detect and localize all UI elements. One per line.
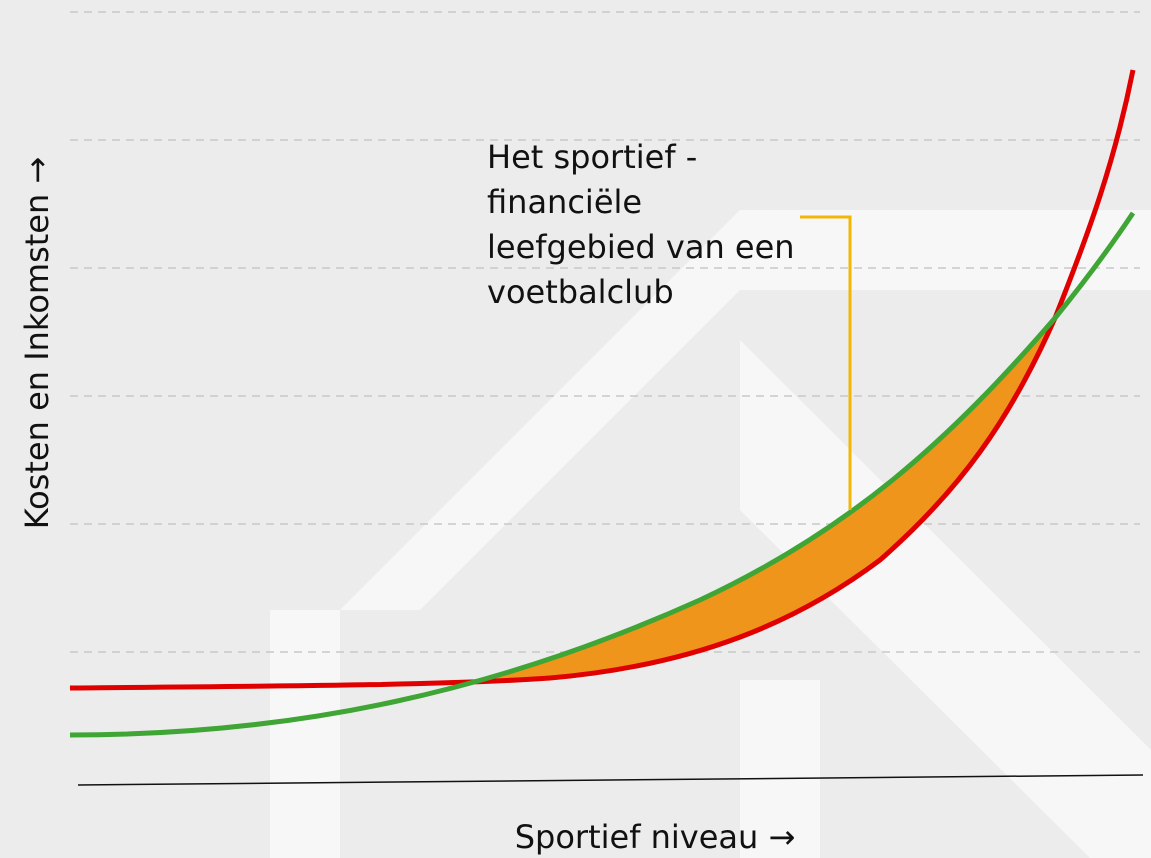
annotation-bracket [800,215,852,510]
annotation-line: voetbalclub [487,273,674,311]
income-curve [69,211,1136,738]
annotation-line: leefgebied van een [487,228,795,266]
y-axis-label: Kosten en Inkomsten → [18,157,56,530]
x-axis [77,774,1144,786]
annotation-line: Het sportief - [487,138,697,176]
watermark [270,210,1151,858]
cost-curve [69,69,1136,691]
annotation-line: financiële [487,183,642,221]
x-axis-label: Sportief niveau → [515,818,796,856]
